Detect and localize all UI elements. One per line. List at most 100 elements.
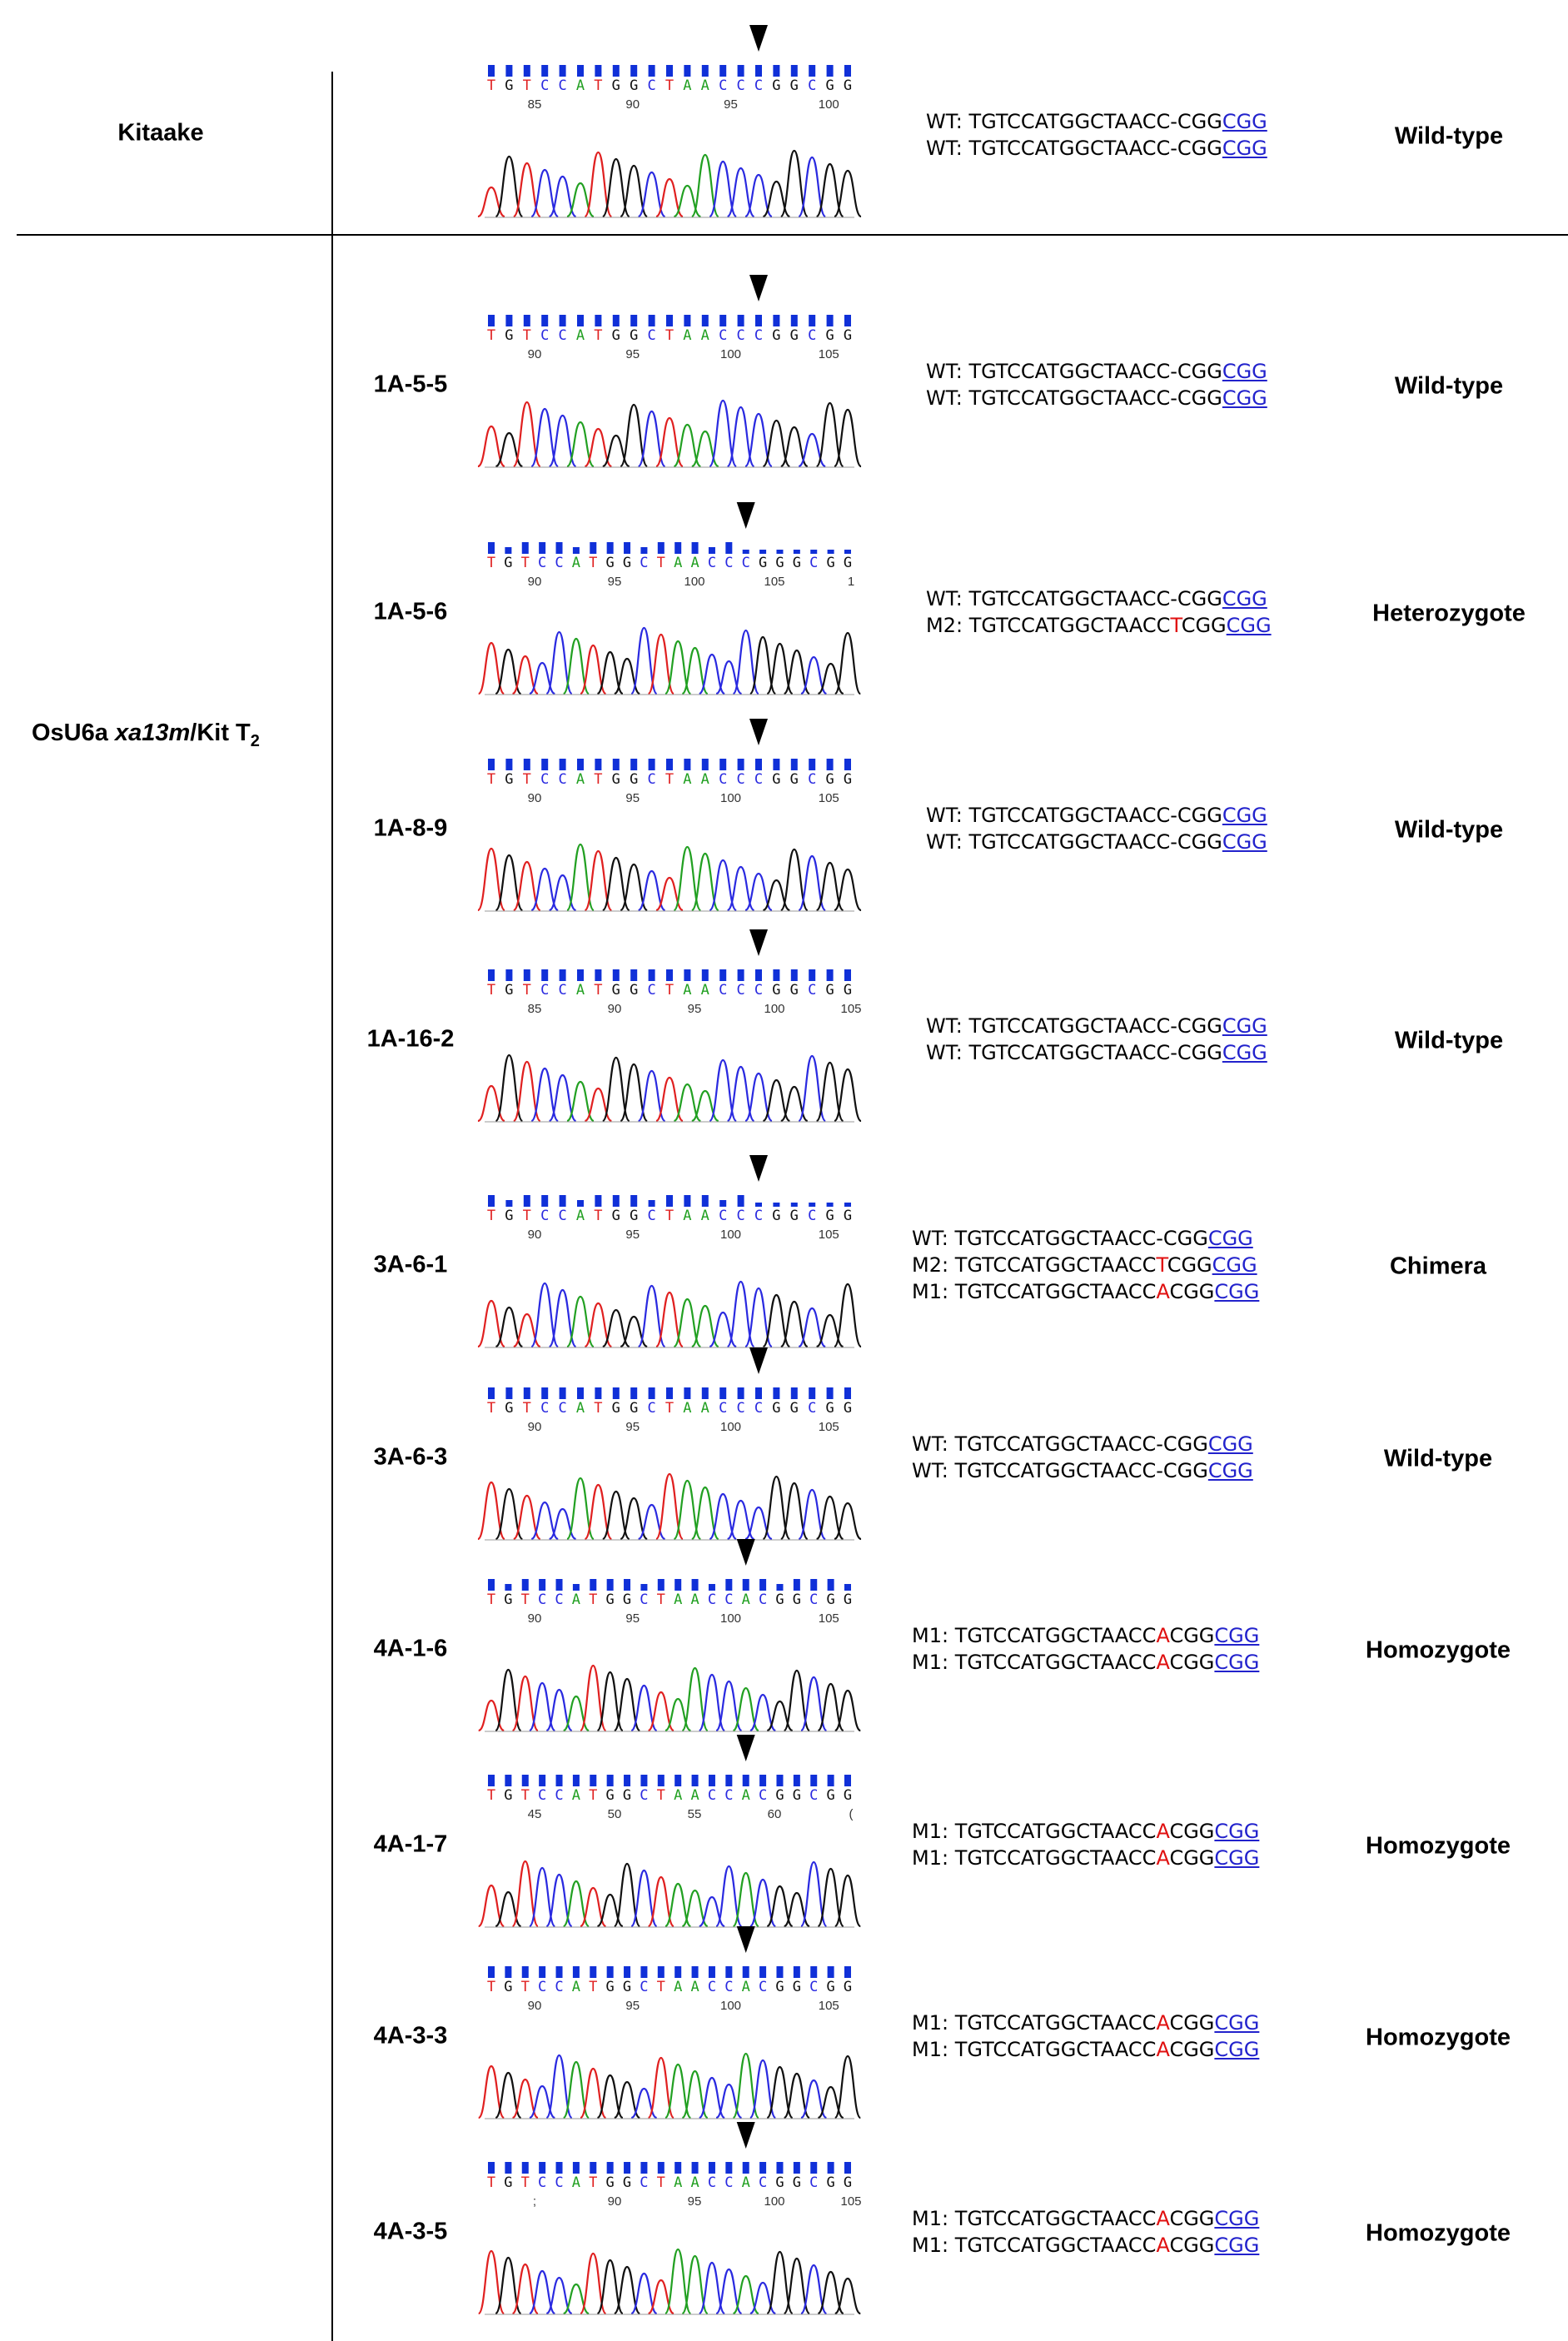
target-sequence: TGTCCATGGCTAACC <box>954 1432 1157 1456</box>
allele-sequences: WT: TGTCCATGGCTAACC-CGGCGG WT: TGTCCATGGC… <box>926 1013 1267 1066</box>
allele-id: M1: <box>912 2011 955 2035</box>
quality-bar <box>844 759 851 770</box>
quality-bar <box>827 1966 834 1978</box>
target-sequence: TGTCCATGGCTAACC <box>968 360 1171 383</box>
base-call-letter: C <box>808 77 816 94</box>
base-call-letter: A <box>701 982 709 999</box>
target-sequence: TGTCCATGGCTAACC <box>968 1041 1171 1064</box>
target-sequence-end: CGG <box>1169 1846 1215 1870</box>
allele-sequence-line: M1: TGTCCATGGCTAACCACGGCGG <box>912 2232 1259 2259</box>
quality-bar <box>773 65 780 77</box>
position-tick-label: 1 <box>848 575 854 589</box>
base-call-letter: C <box>719 1400 727 1417</box>
pam-sequence: CGG <box>1207 1432 1253 1456</box>
base-call-letter: A <box>690 555 699 571</box>
trace-peak <box>620 1497 648 1541</box>
allele-sequence-line: M1: TGTCCATGGCTAACCACGGCGG <box>912 1845 1259 1871</box>
quality-bar <box>755 1203 762 1207</box>
quality-bar <box>521 2162 529 2174</box>
position-tick-label: 105 <box>819 1228 839 1242</box>
base-call-letter: C <box>754 771 763 788</box>
base-call-letter: T <box>594 1208 602 1224</box>
base-call-letter: A <box>683 771 691 788</box>
allele-sequences: WT: TGTCCATGGCTAACC-CGGCGG WT: TGTCCATGGC… <box>926 358 1267 411</box>
base-call-letter: T <box>657 1787 665 1804</box>
quality-bar <box>674 2162 682 2174</box>
base-call-letter: C <box>558 1400 566 1417</box>
quality-bar <box>624 2162 631 2174</box>
quality-bar <box>666 315 673 326</box>
quality-bar <box>742 1775 749 1786</box>
position-tick-label: 100 <box>720 1228 741 1242</box>
base-call-letter: G <box>505 1208 513 1224</box>
base-call-letter: G <box>612 1400 620 1417</box>
cut-site-arrow-icon <box>749 275 768 301</box>
base-call-letter: T <box>487 1591 495 1608</box>
base-call-letter: A <box>690 1591 699 1608</box>
base-call-letter: A <box>683 77 691 94</box>
base-call-letter: C <box>540 771 549 788</box>
quality-bar <box>630 65 638 77</box>
base-call-letter: G <box>612 1208 620 1224</box>
quality-bar <box>827 550 834 554</box>
target-sequence-end: CGG <box>1177 360 1222 383</box>
allele-id: M2: <box>926 614 969 637</box>
quality-bar <box>809 759 816 770</box>
cut-site-arrow-icon <box>736 1735 755 1761</box>
target-sequence-end: CGG <box>1181 614 1227 637</box>
quality-bar <box>505 1387 513 1399</box>
base-call-letter: C <box>555 1787 563 1804</box>
allele-sequence-line: M1: TGTCCATGGCTAACCACGGCGG <box>912 2036 1259 2063</box>
quality-bar <box>674 1579 682 1591</box>
quality-bar <box>691 1579 699 1591</box>
gap-mark: - <box>1170 386 1177 410</box>
base-call-letter: A <box>742 2174 750 2191</box>
position-tick-label: 90 <box>608 2194 622 2209</box>
quality-bar <box>827 1579 834 1591</box>
base-call-letter: C <box>809 1979 818 1995</box>
base-call-letter: T <box>523 771 531 788</box>
quality-bar <box>684 315 691 326</box>
quality-bar <box>810 550 818 554</box>
base-call-letter: G <box>623 555 631 571</box>
base-call-letter: C <box>540 77 549 94</box>
chromatogram: T G T C C A T G G C T A A C C C G G C G G 90 95 100 105 <box>476 712 862 916</box>
allele-id: M1: <box>912 2038 955 2061</box>
base-call-letter: G <box>844 1979 852 1995</box>
trace-peak <box>833 1283 863 1348</box>
trace-peak <box>548 1288 577 1348</box>
base-call-letter: A <box>674 555 682 571</box>
gap-mark: - <box>1170 110 1177 133</box>
allele-sequences: WT: TGTCCATGGCTAACC-CGGCGG M2: TGTCCATGGC… <box>912 1225 1259 1305</box>
base-call-letter: T <box>665 1400 674 1417</box>
quality-bar <box>555 1966 563 1978</box>
quality-bar <box>737 969 744 981</box>
quality-bar <box>648 1387 655 1399</box>
trace-peak <box>762 1078 791 1123</box>
base-call-letter: T <box>487 2174 495 2191</box>
quality-bar <box>776 2162 784 2174</box>
quality-bar <box>719 1387 727 1399</box>
base-call-letter: A <box>576 77 585 94</box>
quality-bar <box>725 2162 733 2174</box>
chromatogram-svg: T G T C C A T G G C T A A C C A C G G C G G45 50 55 60( <box>478 1735 862 1928</box>
base-call-letter: C <box>558 982 566 999</box>
position-tick-label: 90 <box>528 347 542 361</box>
base-call-letter: G <box>825 982 834 999</box>
trace-peak <box>584 1483 613 1541</box>
pam-sequence: CGG <box>1222 1014 1267 1038</box>
quality-bar <box>505 315 513 326</box>
quality-bar <box>488 1579 495 1591</box>
position-tick-label: 100 <box>720 1999 741 2013</box>
trace-peak <box>833 408 863 468</box>
cut-site-arrow-icon <box>749 1155 768 1182</box>
quality-bar <box>505 759 513 770</box>
allele-sequence-line: M1: TGTCCATGGCTAACCACGGCGG <box>912 1622 1259 1649</box>
quality-bar <box>590 2162 597 2174</box>
position-tick-label: 95 <box>625 1999 640 2013</box>
base-call-letter: G <box>504 1787 512 1804</box>
position-tick-label: 100 <box>720 791 741 805</box>
quality-bar <box>624 1579 631 1591</box>
position-tick-label: ; <box>533 2194 536 2209</box>
quality-bar <box>630 1387 638 1399</box>
